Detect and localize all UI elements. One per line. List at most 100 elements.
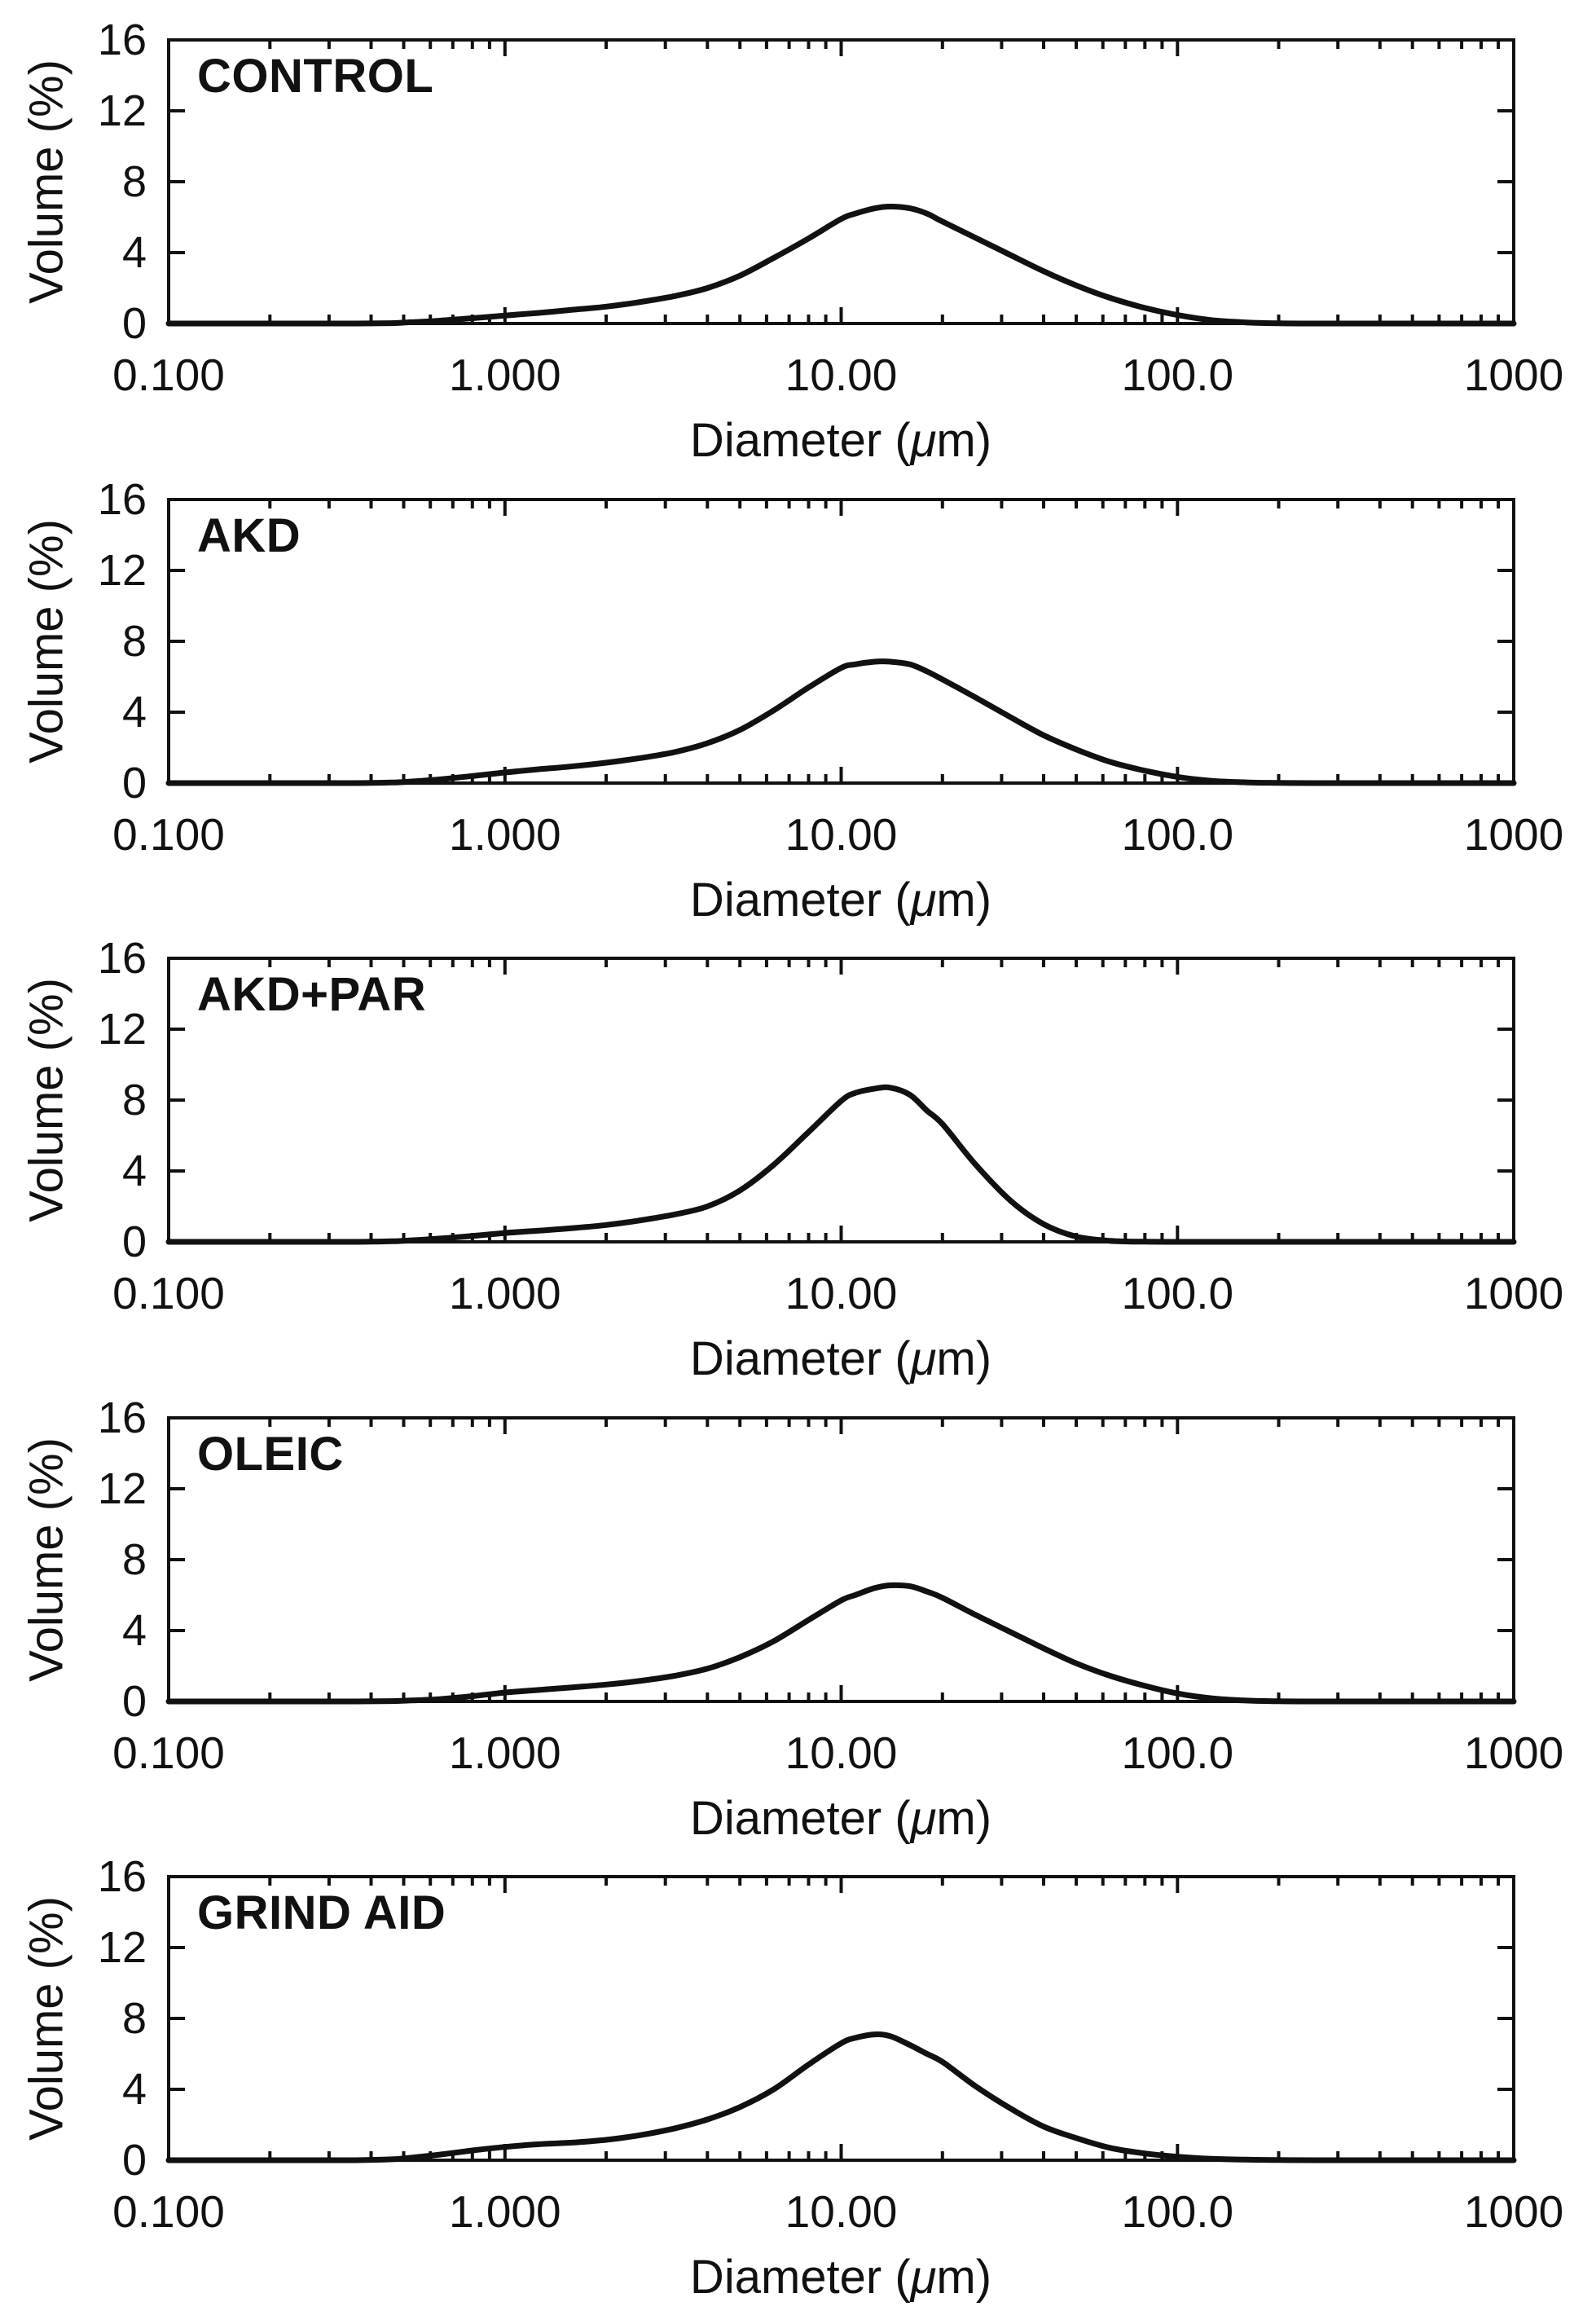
panel-grind-aid: Volume (%) 0 4 8 12 16 GRIND AID 0.100 1.000 1… [0, 1837, 1596, 2324]
y-tick-label: 8 [121, 616, 147, 666]
y-tick-label: 12 [97, 545, 147, 595]
plot-area-control [165, 38, 1517, 327]
panel-oleic: Volume (%) 0 4 8 12 16 OLEIC 0.100 1.000 10.00… [0, 1378, 1596, 1845]
panel-akd: Volume (%) 0 4 8 12 16 AKD 0.100 1.000 10.00 10… [0, 460, 1596, 927]
x-tick-label: 0.100 [112, 808, 225, 860]
series-curve [165, 658, 1517, 786]
x-axis-title-prefix: Diameter ( [689, 873, 911, 927]
x-tick-label: 1.000 [448, 350, 561, 400]
y-tick-label: 0 [121, 2136, 147, 2185]
x-axis-title-suffix: m) [936, 873, 992, 927]
axis-ticks [169, 958, 1514, 1242]
x-tick-label: 1000 [1463, 808, 1564, 860]
axis-frame [167, 1415, 1515, 1703]
x-axis-title-prefix: Diameter ( [689, 1791, 911, 1845]
y-tick-label: 16 [97, 1393, 147, 1442]
y-tick-label: 0 [121, 1217, 147, 1266]
x-axis-title-suffix: m) [936, 1791, 992, 1845]
panel-title: GRIND AID [197, 1886, 446, 1939]
y-tick-label: 8 [121, 157, 147, 206]
x-axis-title: Diameter (μm) [690, 1791, 991, 1846]
x-tick-label: 100.0 [1121, 808, 1234, 860]
x-axis-title-prefix: Diameter ( [689, 414, 911, 467]
x-tick-label: 1.000 [448, 808, 561, 860]
y-tick-label: 16 [97, 1852, 147, 1901]
mu-symbol: μ [910, 2251, 937, 2304]
series-curve [165, 2031, 1517, 2163]
y-axis-title-text: Volume (%) [20, 59, 73, 304]
mu-symbol: μ [910, 414, 937, 467]
x-tick-label: 1000 [1463, 350, 1564, 400]
y-axis-title: Volume (%) [20, 519, 74, 764]
series-curve [165, 1084, 1517, 1245]
y-tick-label: 0 [121, 1676, 147, 1726]
y-axis-title: Volume (%) [20, 59, 74, 304]
x-tick-label: 1000 [1463, 1727, 1564, 1778]
y-tick-label: 4 [121, 2065, 147, 2114]
axis-ticks [169, 40, 1514, 324]
panel-title: AKD [197, 508, 301, 562]
y-tick-label: 4 [121, 687, 147, 737]
x-axis-title: Diameter (μm) [690, 2250, 991, 2304]
x-axis-title-prefix: Diameter ( [689, 1332, 911, 1385]
axis-ticks [169, 499, 1514, 783]
plot-area-grind-aid [165, 1875, 1517, 2163]
y-axis-title-text: Volume (%) [20, 978, 73, 1222]
y-tick-label: 8 [121, 1076, 147, 1125]
x-tick-label: 10.00 [785, 350, 898, 400]
y-axis-title-text: Volume (%) [20, 1437, 73, 1682]
y-tick-label: 0 [121, 758, 147, 808]
panel-title: OLEIC [197, 1427, 344, 1481]
y-tick-label: 4 [121, 1147, 147, 1195]
x-tick-label: 100.0 [1121, 2186, 1234, 2237]
plot-area-oleic [165, 1415, 1517, 1704]
x-tick-label: 1.000 [448, 2186, 561, 2237]
x-tick-label: 10.00 [785, 1727, 898, 1778]
y-tick-label: 16 [97, 15, 147, 64]
x-tick-label: 1.000 [448, 1268, 561, 1318]
mu-symbol: μ [910, 1791, 937, 1845]
x-tick-label: 1000 [1463, 2186, 1564, 2237]
series-curve [165, 1582, 1517, 1704]
panel-akd-par: Volume (%) 0 4 8 12 16 AKD+PAR 0.100 1.000 10.… [0, 918, 1596, 1385]
x-tick-label: 0.100 [112, 2186, 225, 2237]
x-axis-title: Diameter (μm) [690, 1331, 991, 1386]
y-tick-label: 12 [97, 1005, 147, 1054]
panel-control: Volume (%) 0 4 8 12 16 CONTROL 0.100 1.000 10.… [0, 0, 1596, 467]
x-tick-label: 0.100 [112, 1268, 225, 1318]
x-tick-label: 10.00 [785, 808, 898, 860]
x-tick-label: 100.0 [1121, 1727, 1234, 1778]
axis-ticks [169, 1417, 1514, 1701]
x-axis-title-suffix: m) [936, 2251, 992, 2304]
y-axis-title-text: Volume (%) [20, 518, 73, 764]
y-tick-label: 4 [121, 1605, 147, 1655]
series-curve [165, 204, 1517, 327]
y-tick-label: 16 [97, 934, 147, 983]
x-tick-label: 100.0 [1121, 1268, 1234, 1318]
y-axis-title: Volume (%) [20, 1896, 74, 2141]
plot-area-akd-par [165, 957, 1517, 1245]
x-axis-title-suffix: m) [936, 414, 992, 467]
mu-symbol: μ [910, 1332, 937, 1385]
x-tick-label: 10.00 [785, 2186, 898, 2237]
y-axis-title: Volume (%) [20, 978, 74, 1222]
y-tick-label: 12 [97, 1923, 147, 1972]
x-axis-title-suffix: m) [936, 1332, 992, 1385]
x-axis-title: Diameter (μm) [690, 413, 991, 468]
x-axis-title: Diameter (μm) [690, 873, 991, 927]
y-tick-label: 16 [97, 474, 147, 524]
x-tick-label: 10.00 [785, 1268, 898, 1318]
x-tick-label: 1.000 [448, 1727, 561, 1778]
y-axis-title-text: Volume (%) [20, 1896, 73, 2141]
axis-frame [167, 497, 1515, 785]
panel-title: CONTROL [197, 50, 434, 103]
mu-symbol: μ [910, 873, 937, 927]
x-axis-title-prefix: Diameter ( [689, 2251, 911, 2304]
x-tick-label: 0.100 [112, 1727, 225, 1778]
x-tick-label: 0.100 [112, 350, 225, 400]
y-tick-label: 12 [97, 86, 147, 135]
y-axis-title: Volume (%) [20, 1437, 74, 1682]
x-tick-label: 100.0 [1121, 350, 1234, 400]
plot-area-akd [165, 497, 1517, 786]
y-tick-label: 4 [121, 228, 147, 277]
